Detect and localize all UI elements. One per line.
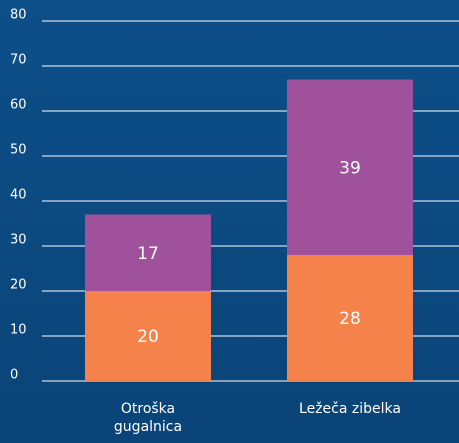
bar-segment (85, 291, 211, 381)
value-label: 17 (137, 244, 159, 264)
x-tick-label: Ležeča zibelka (299, 401, 401, 417)
x-tick-label: Otroška gugalnica (113, 401, 183, 435)
value-label: 28 (339, 309, 361, 329)
y-tick-label: 40 (10, 188, 27, 203)
y-tick-label: 30 (10, 233, 27, 248)
y-tick-label: 80 (10, 8, 27, 23)
bar-segment (85, 214, 211, 291)
y-tick-label: 20 (10, 278, 27, 293)
bar-segment (287, 79, 413, 255)
y-tick-label: 50 (10, 143, 27, 158)
value-label: 20 (137, 327, 159, 347)
bar-segment (287, 255, 413, 381)
y-tick-label: 0 (10, 368, 18, 383)
y-tick-label: 70 (10, 53, 27, 68)
y-tick-label: 10 (10, 323, 27, 338)
y-tick-label: 60 (10, 98, 27, 113)
value-label: 39 (339, 158, 361, 178)
